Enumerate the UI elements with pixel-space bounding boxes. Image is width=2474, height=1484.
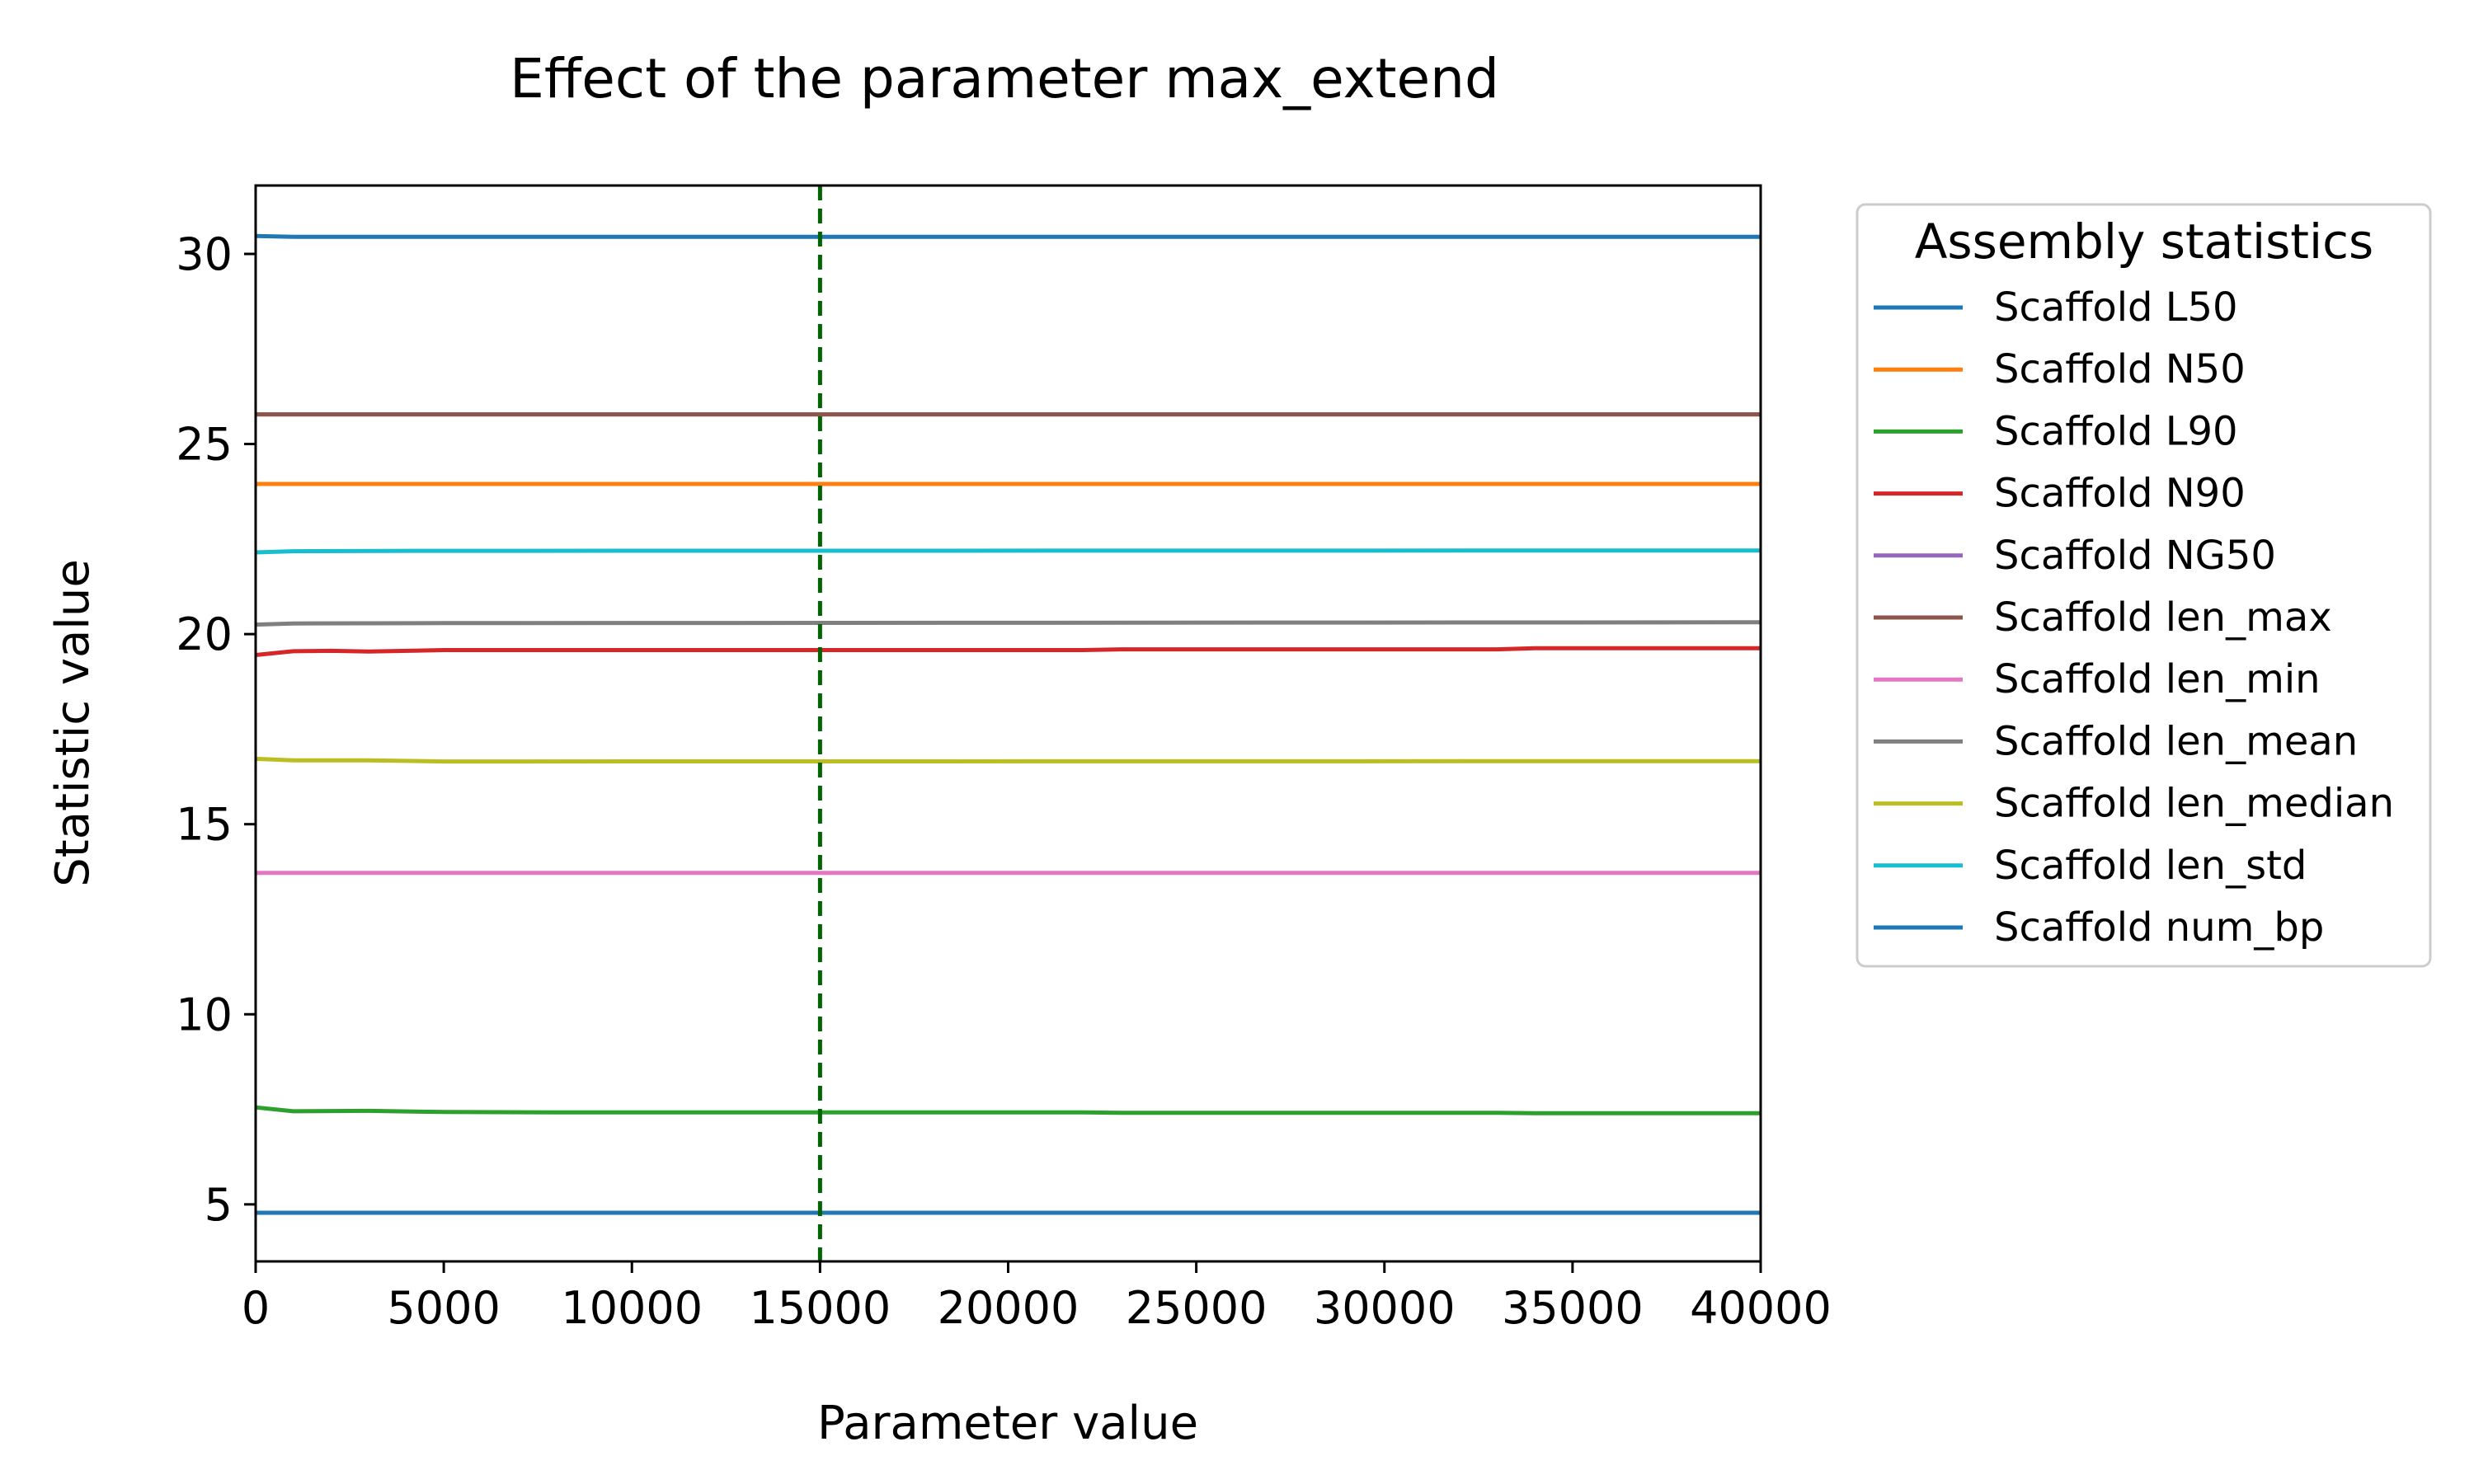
series-line-9 [255, 548, 1761, 555]
legend-label-10: Scaffold num_bp [1994, 904, 2324, 951]
x-tick-label: 5000 [387, 1282, 500, 1334]
y-axis-label: Statistic value [46, 559, 100, 887]
x-tick-label: 20000 [938, 1282, 1079, 1334]
legend-label-1: Scaffold N50 [1994, 346, 2246, 392]
y-tick-label: 10 [176, 989, 233, 1040]
legend-items: Scaffold L50 Scaffold N50 Scaffold L90 Scaf… [1874, 284, 2394, 951]
legend-label-8: Scaffold len_median [1994, 781, 2394, 827]
y-tick-label: 30 [176, 228, 233, 280]
legend-label-3: Scaffold N90 [1994, 471, 2246, 517]
y-tick-label: 5 [205, 1179, 233, 1231]
legend-label-9: Scaffold len_std [1994, 843, 2307, 889]
y-tick-label: 15 [176, 799, 233, 851]
y-tick-label: 20 [176, 608, 233, 660]
series-line-3 [255, 646, 1761, 657]
y-axis: 5 10 15 20 25 30 [176, 228, 256, 1231]
x-tick-label: 10000 [561, 1282, 703, 1334]
legend-label-5: Scaffold len_max [1994, 594, 2332, 641]
x-axis-label: Parameter value [817, 1397, 1198, 1450]
x-tick-label: 35000 [1502, 1282, 1644, 1334]
x-tick-label: 25000 [1126, 1282, 1268, 1334]
legend-title: Assembly statistics [1915, 214, 2374, 270]
chart-title: Effect of the parameter max_extend [510, 47, 1499, 110]
series-line-8 [255, 756, 1761, 764]
y-tick-label: 25 [176, 419, 233, 471]
legend-label-7: Scaffold len_mean [1994, 718, 2358, 764]
series-line-0 [255, 233, 1761, 239]
legend-label-6: Scaffold len_min [1994, 656, 2321, 702]
x-tick-label: 0 [242, 1282, 270, 1334]
x-tick-label: 40000 [1690, 1282, 1832, 1334]
legend-frame [1856, 203, 2432, 968]
legend-label-0: Scaffold L50 [1994, 284, 2238, 331]
legend: Assembly statistics Scaffold L50Scaffold… [1856, 203, 2432, 968]
series-line-7 [255, 620, 1761, 627]
legend-label-2: Scaffold L90 [1994, 408, 2238, 454]
x-tick-label: 30000 [1314, 1282, 1456, 1334]
legend-label-4: Scaffold NG50 [1994, 533, 2276, 579]
x-tick-label: 15000 [749, 1282, 891, 1334]
x-axis: 0 5000 10000 15000 20000 25000 30000 35000 40000 [242, 1261, 1832, 1334]
